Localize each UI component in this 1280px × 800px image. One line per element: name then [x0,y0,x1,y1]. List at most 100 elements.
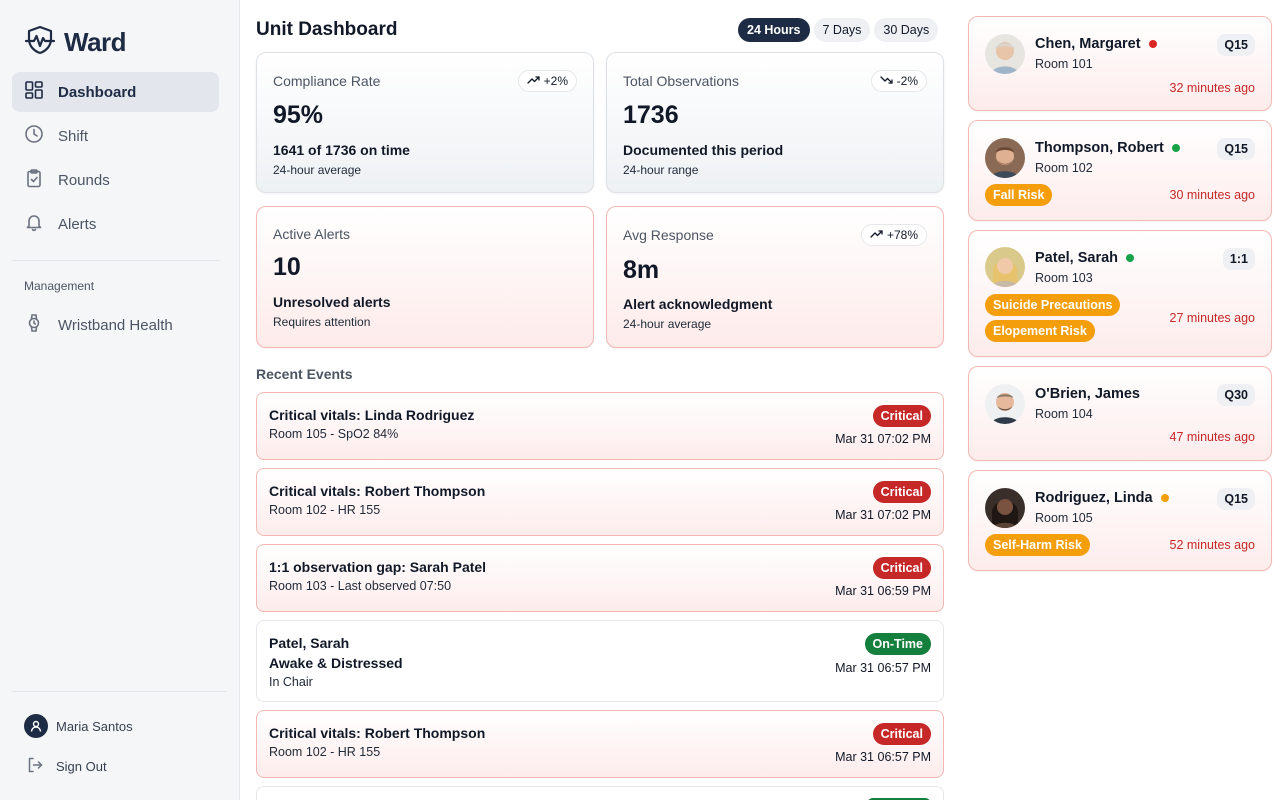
tab-7-days[interactable]: 7 Days [813,18,871,42]
last-observed-time: 32 minutes ago [1169,81,1255,95]
event-row[interactable]: Patel, Sarah Awake & Distressed In Chair… [256,620,944,702]
tab-24-hours[interactable]: 24 Hours [738,18,810,42]
sign-out-button[interactable]: Sign Out [26,756,107,777]
patient-name-text: Thompson, Robert [1035,140,1164,156]
brand[interactable]: Ward [24,24,127,61]
recent-events-label: Recent Events [256,366,353,382]
status-dot [1160,494,1169,502]
nav-label: Rounds [58,171,110,189]
event-time: Mar 31 06:57 PM [835,750,931,764]
dashboard-icon [24,80,44,104]
stat-sub: Alert acknowledgment [623,296,773,312]
patient-room: Room 105 [1035,511,1093,525]
stat-sub: 1641 of 1736 on time [273,142,410,158]
risk-tag: Self-Harm Risk [985,534,1090,556]
user-avatar-icon [24,714,48,738]
patient-card[interactable]: Chen, Margaret Room 101 Q15 32 minutes a… [968,16,1272,111]
status-badge: On-Time [864,633,931,655]
patient-name: Chen, Margaret [1035,36,1157,52]
risk-tag: Suicide Precautions [985,294,1121,316]
patient-card[interactable]: Thompson, Robert Room 102 Q15 Fall Risk … [968,120,1272,221]
patient-name: Rodriguez, Linda [1035,490,1169,506]
patient-card[interactable]: Rodriguez, Linda Room 105 Q15 Self-Harm … [968,470,1272,571]
patient-room: Room 104 [1035,407,1093,421]
nav-item-wristband-health[interactable]: Wristband Health [12,305,219,345]
nav-label: Dashboard [58,83,137,101]
user-name: Maria Santos [56,718,133,734]
trend-badge: -2% [870,70,927,92]
clock-icon [24,124,44,148]
nav-label: Shift [58,127,89,145]
event-title: 1:1 observation gap: Sarah Patel [269,559,487,575]
management-nav: Wristband Health [12,305,219,349]
event-row[interactable] [256,786,944,800]
nav-item-dashboard[interactable]: Dashboard [12,72,219,112]
patient-name: Thompson, Robert [1035,140,1180,156]
status-badge: Critical [872,557,931,579]
stat-card-avg-response[interactable]: Avg Response +78% 8m Alert acknowledgmen… [606,206,944,348]
patient-card[interactable]: O'Brien, James Room 104 Q30 47 minutes a… [968,366,1272,461]
event-time: Mar 31 07:02 PM [835,432,931,446]
event-title: Critical vitals: Linda Rodriguez [269,407,475,423]
stat-card-observations[interactable]: Total Observations -2% 1736 Documented t… [606,52,944,193]
event-sub: Room 103 - Last observed 07:50 [269,579,452,593]
user-profile[interactable]: Maria Santos [24,714,133,738]
stat-card-compliance[interactable]: Compliance Rate +2% 95% 1641 of 1736 on … [256,52,594,193]
trend-down-icon [880,74,893,88]
patient-avatar [985,138,1025,178]
status-badge [867,798,931,800]
bell-icon [24,212,44,236]
event-row[interactable]: Critical vitals: Robert Thompson Room 10… [256,468,944,536]
trend-value: +2% [543,74,568,88]
watch-icon [24,313,44,337]
patient-avatar [985,34,1025,74]
sign-out-icon [26,756,44,777]
observation-frequency: 1:1 [1222,248,1255,270]
nav-item-shift[interactable]: Shift [12,116,219,156]
risk-tag: Elopement Risk [985,320,1095,342]
tab-30-days[interactable]: 30 Days [874,18,939,42]
patient-name: Patel, Sarah [1035,250,1135,266]
status-dot [1126,254,1135,262]
nav-label: Wristband Health [58,316,173,334]
event-row[interactable]: Critical vitals: Robert Thompson Room 10… [256,710,944,778]
trend-badge: +78% [860,224,927,246]
stat-card-active-alerts[interactable]: Active Alerts 10 Unresolved alerts Requi… [256,206,594,348]
brand-name: Ward [64,27,127,57]
stat-sub: Documented this period [623,142,784,158]
event-row[interactable]: Critical vitals: Linda Rodriguez Room 10… [256,392,944,460]
patient-card[interactable]: Patel, Sarah Room 103 1:1 Suicide Precau… [968,230,1272,357]
trend-up-icon [870,228,883,242]
stat-note: 24-hour average [273,163,362,177]
patient-name-text: Chen, Margaret [1035,36,1141,52]
observation-frequency: Q15 [1217,488,1255,510]
sidebar-divider [12,691,227,692]
stat-value: 95% [273,101,324,129]
event-time: Mar 31 07:02 PM [835,508,931,522]
event-title: Critical vitals: Robert Thompson [269,725,486,741]
stat-note: 24-hour range [623,163,699,177]
nav-label: Alerts [58,215,97,233]
trend-value: +78% [886,228,918,242]
section-label-management: Management [24,279,95,293]
status-dot [1171,144,1180,152]
patient-name-text: Patel, Sarah [1035,250,1119,266]
stat-value: 10 [273,253,301,281]
last-observed-time: 27 minutes ago [1169,311,1255,325]
sign-out-label: Sign Out [56,759,107,774]
stat-title: Avg Response [623,227,714,243]
event-row[interactable]: 1:1 observation gap: Sarah Patel Room 10… [256,544,944,612]
patient-room: Room 101 [1035,57,1093,71]
event-title: Patel, Sarah [269,635,350,651]
nav-item-rounds[interactable]: Rounds [12,160,219,200]
event-title: Critical vitals: Robert Thompson [269,483,486,499]
status-dot [1148,40,1157,48]
clipboard-icon [24,168,44,192]
patient-room: Room 102 [1035,161,1093,175]
trend-badge: +2% [517,70,577,92]
sidebar: Ward Dashboard Shift Rounds Alerts [0,0,240,800]
last-observed-time: 30 minutes ago [1169,188,1255,202]
status-badge: Critical [872,481,931,503]
trend-up-icon [526,74,540,88]
nav-item-alerts[interactable]: Alerts [12,204,219,244]
